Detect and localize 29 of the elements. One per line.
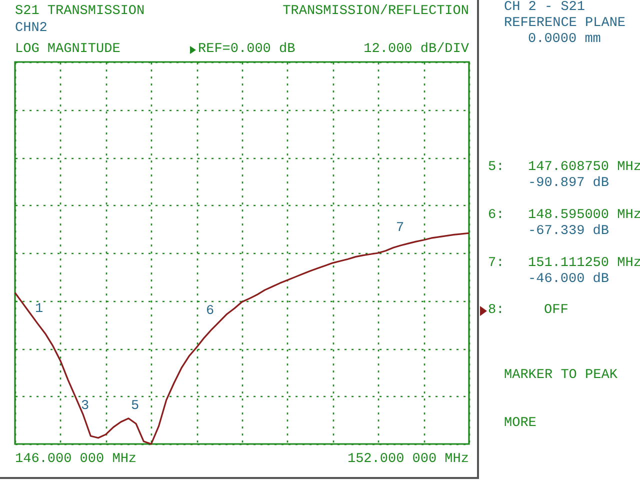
text: REF=0.000 dB	[198, 42, 296, 58]
text: 12.000 dB/DIV	[364, 42, 469, 58]
text: 148.595000 MHz	[528, 208, 640, 224]
annotation: 1	[35, 302, 44, 318]
text: 8:	[488, 303, 504, 319]
text: -67.339 dB	[528, 224, 610, 240]
text: MORE	[504, 416, 536, 432]
text: TRANSMISSION/REFLECTION	[282, 4, 469, 20]
text: CH 2 - S21	[504, 0, 586, 16]
text: 147.608750 MHz	[528, 160, 640, 176]
text: -46.000 dB	[528, 272, 610, 288]
text: 152.000 000 MHz	[347, 452, 469, 468]
text: OFF	[544, 303, 568, 319]
text: 146.000 000 MHz	[15, 452, 137, 468]
text: MARKER TO PEAK	[504, 368, 618, 384]
text: -90.897 dB	[528, 176, 610, 192]
annotation: 7	[396, 221, 404, 237]
text: 0.0000 mm	[528, 32, 601, 48]
text: 7:	[488, 256, 504, 272]
annotation: 3	[81, 399, 90, 415]
text: LOG MAGNITUDE	[15, 42, 120, 58]
chart-subtitle: CHN2	[15, 21, 48, 37]
text: 151.111250 MHz	[528, 256, 640, 272]
annotation: 5	[131, 399, 140, 415]
text: 5:	[488, 160, 504, 176]
text: 6:	[488, 208, 504, 224]
text: REFERENCE PLANE	[504, 16, 626, 32]
annotation: 6	[206, 304, 214, 320]
chart-title: S21 TRANSMISSION	[15, 4, 145, 20]
